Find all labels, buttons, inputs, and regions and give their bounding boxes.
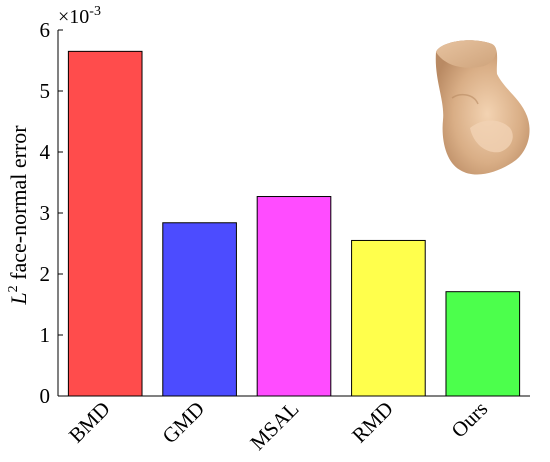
y-tick-label: 3: [40, 201, 51, 225]
bar-ours: [445, 291, 521, 397]
y-multiplier-exp: -3: [89, 4, 101, 19]
bar-gmd: [162, 222, 237, 397]
x-tick-label-gmd: GMD: [158, 397, 210, 449]
y-tick-label: 0: [40, 384, 51, 408]
bar-msal: [256, 196, 332, 397]
x-tick-labels: BMD GMD MSAL RMD Ours: [64, 397, 492, 455]
y-multiplier-base: ×10: [58, 6, 89, 28]
y-tick-label: 2: [40, 262, 51, 286]
x-tick-label-msal: MSAL: [245, 397, 303, 455]
y-axis-label-sup: 2: [6, 285, 21, 292]
bars-group: [67, 50, 521, 397]
x-tick-label-ours: Ours: [446, 397, 492, 443]
y-axis-label-rest: face-normal error: [6, 125, 31, 286]
nose-model-image: [435, 40, 530, 175]
y-axis-label: L2 face-normal error: [6, 125, 31, 306]
y-axis-label-base: L: [6, 292, 31, 305]
x-tick-label-rmd: RMD: [347, 397, 398, 448]
y-tick-label: 4: [40, 140, 51, 164]
bar-bmd: [67, 50, 143, 397]
y-tick-labels: 0 1 2 3 4 5 6: [40, 18, 51, 408]
bar-rmd: [351, 239, 426, 397]
y-tick-label: 5: [40, 79, 51, 103]
y-multiplier: ×10-3: [58, 4, 101, 28]
y-tick-label: 1: [40, 323, 51, 347]
x-tick-label-bmd: BMD: [64, 397, 115, 448]
y-tick-label: 6: [40, 18, 51, 42]
